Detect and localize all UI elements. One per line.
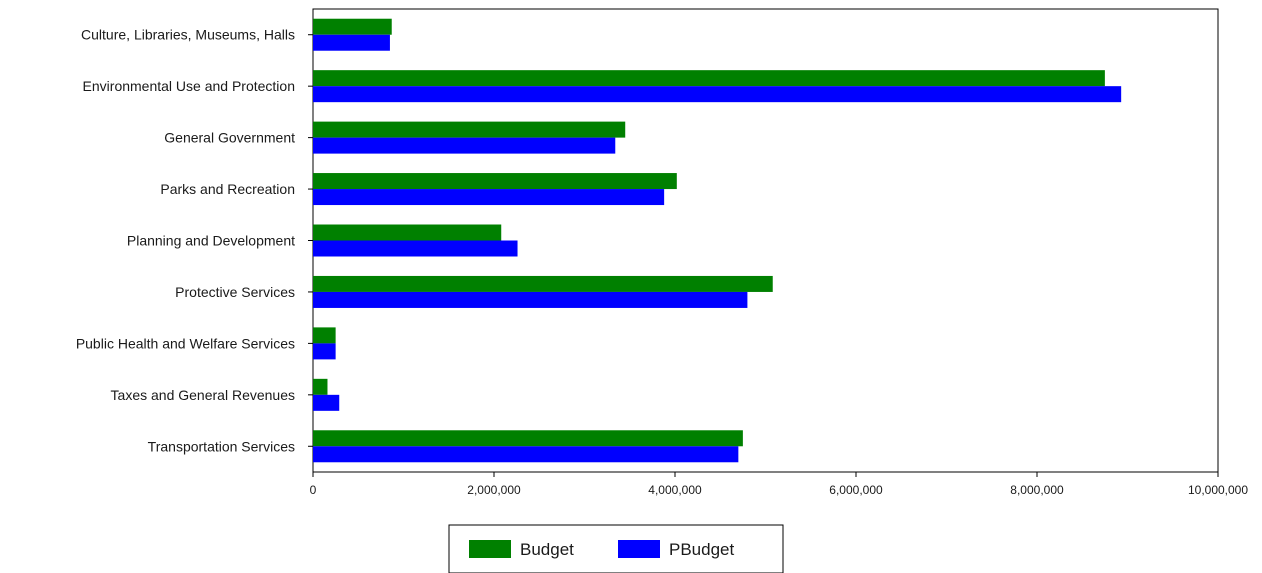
- category-label: Culture, Libraries, Museums, Halls: [81, 27, 295, 43]
- category-label: Transportation Services: [148, 438, 295, 454]
- legend-label-budget: Budget: [520, 540, 574, 559]
- x-tick-label: 6,000,000: [829, 483, 883, 497]
- legend-swatch-budget: [469, 540, 511, 558]
- category-labels: Culture, Libraries, Museums, Halls Enviro…: [76, 27, 313, 454]
- bar-pbudget-culture-libraries-museums-halls: [313, 34, 390, 51]
- bar-pbudget-taxes-and-general-revenues: [313, 394, 340, 411]
- bar-budget-public-health-and-welfare-services: [313, 327, 336, 344]
- category-label: Taxes and General Revenues: [111, 387, 295, 403]
- category-label: Environmental Use and Protection: [83, 78, 295, 94]
- bar-budget-taxes-and-general-revenues: [313, 378, 328, 395]
- bar-budget-transportation-services: [313, 430, 743, 447]
- bars-group: [313, 18, 1122, 463]
- bar-pbudget-planning-and-development: [313, 240, 518, 257]
- legend-label-pbudget: PBudget: [669, 540, 734, 559]
- category-label: Public Health and Welfare Services: [76, 335, 295, 351]
- bar-pbudget-parks-and-recreation: [313, 189, 665, 206]
- bar-pbudget-transportation-services: [313, 446, 739, 463]
- category-label: Planning and Development: [127, 233, 295, 249]
- bar-pbudget-public-health-and-welfare-services: [313, 343, 336, 360]
- x-tick-label: 4,000,000: [648, 483, 702, 497]
- bar-budget-parks-and-recreation: [313, 173, 677, 190]
- x-tick-label: 2,000,000: [467, 483, 521, 497]
- bar-pbudget-protective-services: [313, 291, 748, 308]
- x-tick-label: 0: [310, 483, 317, 497]
- bar-budget-protective-services: [313, 275, 773, 292]
- bar-budget-environmental-use-and-protection: [313, 70, 1105, 87]
- x-tick-label: 10,000,000: [1188, 483, 1248, 497]
- legend: Budget PBudget: [448, 524, 784, 573]
- bar-budget-general-government: [313, 121, 626, 138]
- x-tick-label: 8,000,000: [1010, 483, 1064, 497]
- category-label: Protective Services: [175, 284, 295, 300]
- x-axis-ticks: 0 2,000,000 4,000,000 6,000,000 8,000,000 10,…: [310, 472, 1248, 497]
- category-label: General Government: [164, 130, 295, 146]
- bar-budget-culture-libraries-museums-halls: [313, 18, 392, 35]
- bar-budget-planning-and-development: [313, 224, 502, 241]
- bar-pbudget-general-government: [313, 137, 616, 154]
- legend-swatch-pbudget: [618, 540, 660, 558]
- category-label: Parks and Recreation: [160, 181, 295, 197]
- bar-pbudget-environmental-use-and-protection: [313, 86, 1122, 103]
